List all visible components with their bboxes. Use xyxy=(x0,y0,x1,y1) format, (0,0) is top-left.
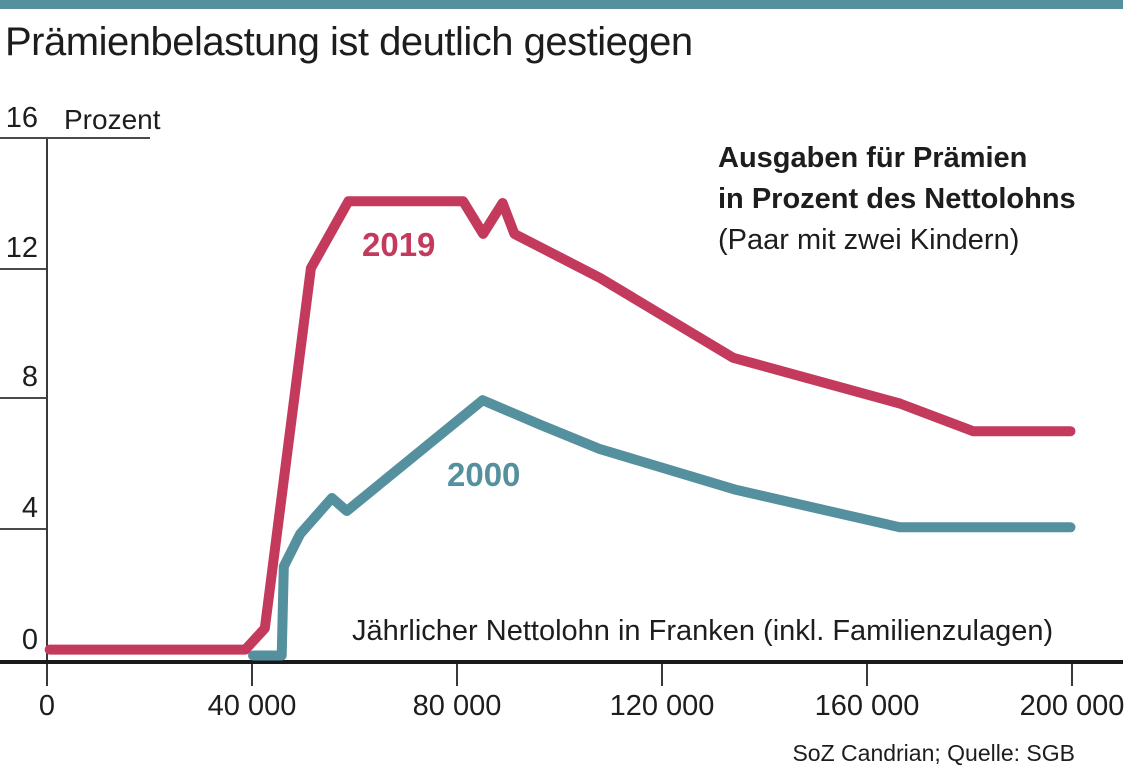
y-tickline-4 xyxy=(0,528,47,530)
y-gridline-16 xyxy=(0,137,150,139)
y-tickline-12 xyxy=(0,268,47,270)
annotation-line-2: in Prozent des Nettolohns xyxy=(718,183,1076,215)
chart-annotation: Ausgaben für Prämien in Prozent des Nett… xyxy=(718,138,1076,261)
x-tick-label-40000: 40 000 xyxy=(207,690,297,722)
y-tickline-8 xyxy=(0,397,47,399)
x-tick-label-80000: 80 000 xyxy=(412,690,502,722)
y-axis-line xyxy=(46,139,48,662)
chart-title: Prämienbelastung ist deutlich gestiegen xyxy=(5,20,693,64)
x-tick-160000 xyxy=(866,664,868,686)
x-tick-40000 xyxy=(251,664,253,686)
series-line-2019 xyxy=(44,196,1076,655)
x-tick-label-160000: 160 000 xyxy=(814,690,920,722)
series-label-2000: 2000 xyxy=(447,456,521,493)
y-tick-label-4: 4 xyxy=(21,492,38,524)
x-tick-0 xyxy=(46,664,48,686)
x-tick-80000 xyxy=(456,664,458,686)
y-tick-label-0: 0 xyxy=(21,624,38,656)
y-tick-label-16: 16 xyxy=(5,102,38,134)
x-tick-label-200000: 200 000 xyxy=(1019,690,1125,722)
y-tick-label-12: 12 xyxy=(5,232,38,264)
x-tick-label-120000: 120 000 xyxy=(609,690,715,722)
source-credit: SoZ Candrian; Quelle: SGB xyxy=(792,740,1075,766)
x-tick-120000 xyxy=(661,664,663,686)
series-label-2019: 2019 xyxy=(362,226,436,263)
y-tick-label-8: 8 xyxy=(21,361,38,393)
x-tick-label-0: 0 xyxy=(38,690,56,722)
x-tick-200000 xyxy=(1071,664,1073,686)
annotation-line-3: (Paar mit zwei Kindern) xyxy=(718,224,1020,256)
x-axis-line xyxy=(0,660,1123,664)
annotation-line-1: Ausgaben für Prämien xyxy=(718,142,1028,174)
y-axis-unit-label: Prozent xyxy=(64,104,161,135)
x-axis-title: Jährlicher Nettolohn in Franken (inkl. F… xyxy=(352,615,1054,647)
top-accent-bar xyxy=(0,0,1123,9)
